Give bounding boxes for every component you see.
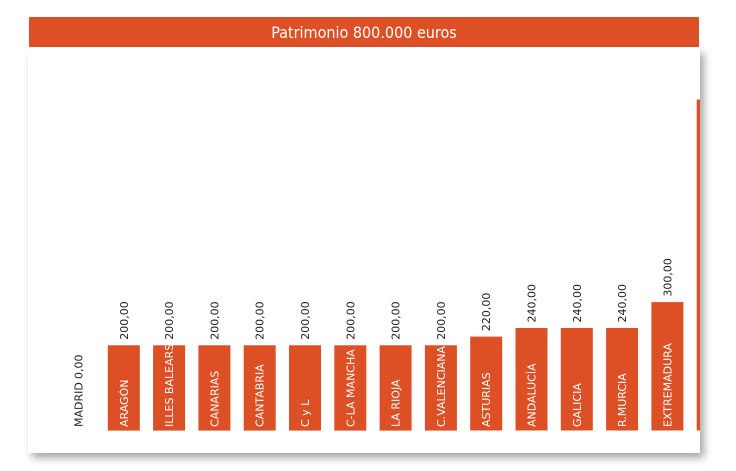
category-label-2: ILLES BALEARS	[163, 344, 176, 427]
bar-11	[559, 327, 594, 432]
category-label-1: ARAGÓN	[118, 380, 131, 427]
category-label-4: CANTABRIA	[254, 364, 267, 427]
value-label-3: 200,00	[208, 301, 221, 340]
bar-13	[650, 301, 685, 432]
bar-12	[605, 327, 640, 432]
value-label-1: 200,00	[118, 301, 131, 340]
value-label-2: 200,00	[163, 301, 176, 340]
bar-1	[106, 344, 141, 432]
value-label-9: 220,00	[480, 293, 493, 332]
value-label-13: 300,00	[661, 258, 674, 297]
category-label-11: GALICIA	[571, 383, 584, 427]
category-label-3: CANARIAS	[208, 371, 221, 427]
bar-5	[288, 344, 322, 432]
category-label-10: ANDALUCÍA	[526, 363, 539, 427]
value-label-6: 200,00	[344, 301, 357, 340]
category-label-6: C-LA MANCHA	[344, 349, 357, 427]
value-label-12: 240,00	[616, 284, 629, 323]
bar-6	[333, 344, 368, 432]
category-label-9: ASTURIAS	[480, 372, 493, 427]
category-label-13: EXTREMADURA	[661, 343, 674, 427]
bar-4	[242, 344, 277, 432]
value-label-10: 240,00	[526, 284, 539, 323]
value-label-5: 200,00	[299, 301, 312, 340]
bar-chart: MADRID 0,00 ARAGÓN 200,00 ILLES BALEARS 200,0…	[73, 98, 700, 432]
category-label-5: C y L	[299, 399, 312, 427]
bar-14	[695, 98, 700, 432]
bar-10	[514, 327, 549, 432]
bar-9	[469, 335, 504, 432]
category-label-8: C.VALENCIANA	[435, 345, 448, 427]
value-label-7: 200,00	[390, 301, 403, 340]
value-label-4: 200,00	[254, 301, 267, 340]
value-label-11: 240,00	[571, 284, 584, 323]
category-label-0: MADRID	[73, 382, 86, 427]
bar-2	[152, 344, 187, 432]
bar-8	[423, 344, 458, 432]
value-label-8: 200,00	[435, 301, 448, 340]
chart-panel: MADRID 0,00 ARAGÓN 200,00 ILLES BALEARS 200,0…	[28, 48, 700, 453]
category-label-7: LA RIOJA	[390, 379, 403, 427]
chart-title: Patrimonio 800.000 euros	[29, 17, 699, 47]
bar-7	[378, 344, 413, 432]
value-label-0: 0,00	[73, 355, 86, 380]
bar-3	[197, 344, 232, 432]
category-label-12: R.MURCIA	[616, 373, 629, 427]
